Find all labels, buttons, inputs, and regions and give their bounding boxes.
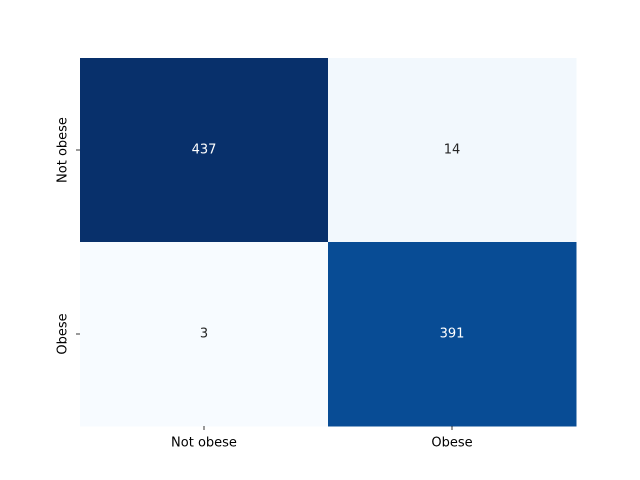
heatmap-cell-value: 437 bbox=[192, 143, 217, 158]
y-tick-label: Not obese bbox=[56, 117, 71, 183]
heatmap-cell-labels: 437 14 3 391 bbox=[192, 143, 465, 342]
heatmap-cell bbox=[328, 242, 577, 427]
heatmap-cell bbox=[328, 58, 577, 243]
heatmap-cell bbox=[80, 242, 329, 427]
heatmap-cell-value: 391 bbox=[440, 327, 465, 342]
heatmap-cell-value: 3 bbox=[200, 327, 208, 342]
x-tick-label: Obese bbox=[431, 436, 472, 451]
heatmap-cells bbox=[80, 58, 577, 427]
y-axis: Not obese Obese bbox=[56, 117, 80, 355]
x-axis: Not obese Obese bbox=[171, 426, 473, 451]
heatmap-cell-value: 14 bbox=[444, 143, 461, 158]
heatmap-cell bbox=[80, 58, 329, 243]
x-tick-label: Not obese bbox=[171, 436, 237, 451]
y-tick-label: Obese bbox=[56, 313, 71, 354]
